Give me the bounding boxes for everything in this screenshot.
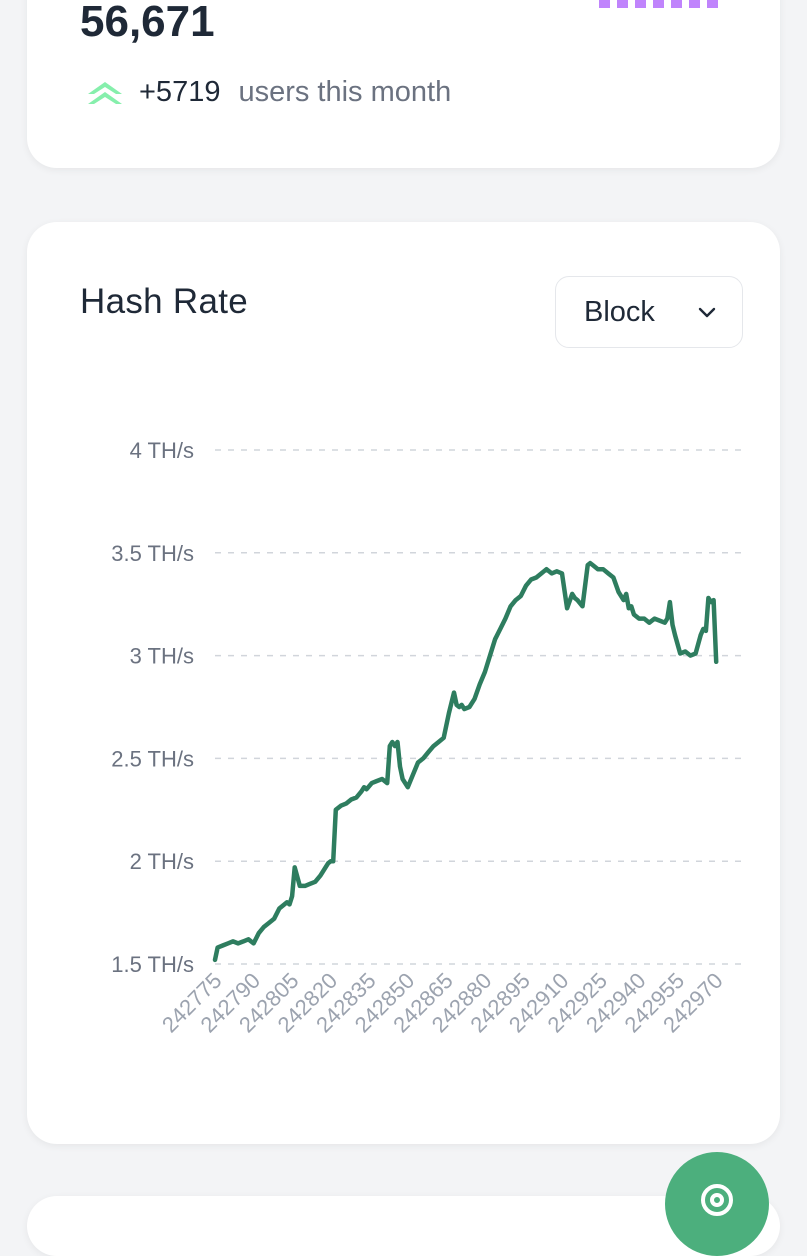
dropdown-selected-label: Block bbox=[584, 295, 655, 328]
user-count-value: 56,671 bbox=[80, 0, 215, 46]
user-delta-label: users this month bbox=[238, 75, 452, 108]
mini-bar bbox=[689, 0, 700, 8]
chevron-down-icon bbox=[698, 307, 716, 318]
mini-bar bbox=[617, 0, 628, 8]
mini-bar bbox=[653, 0, 664, 8]
mini-bar bbox=[671, 0, 682, 8]
hash-rate-card: Hash Rate Block 1.5 TH/s 2 TH/s 2.5 TH/s 3 … bbox=[27, 222, 780, 1144]
mini-bar-chart bbox=[599, 0, 718, 8]
block-dropdown[interactable]: Block bbox=[555, 276, 743, 348]
y-tick-label: 2.5 TH/s bbox=[111, 746, 194, 771]
mini-bar bbox=[635, 0, 646, 8]
hash-rate-chart: 1.5 TH/s 2 TH/s 2.5 TH/s 3 TH/s 3.5 TH/s 4 TH… bbox=[111, 438, 747, 1037]
mini-bar bbox=[707, 0, 718, 8]
mini-bar bbox=[599, 0, 610, 8]
card-title: Hash Rate bbox=[80, 282, 249, 321]
y-tick-label: 2 TH/s bbox=[130, 849, 194, 874]
help-icon bbox=[701, 1184, 733, 1216]
y-tick-label: 3.5 TH/s bbox=[111, 541, 194, 566]
help-button[interactable] bbox=[665, 1152, 769, 1256]
y-tick-label: 1.5 TH/s bbox=[111, 952, 194, 977]
y-tick-label: 3 TH/s bbox=[130, 644, 194, 669]
chevron-double-up-icon bbox=[88, 82, 122, 104]
trend-row: +5719 users this month bbox=[85, 72, 451, 112]
user-delta: +5719 bbox=[139, 75, 221, 108]
series-line-hash-rate bbox=[212, 560, 719, 963]
users-card: 56,671 +5719 users this month bbox=[27, 0, 780, 168]
y-tick-label: 4 TH/s bbox=[130, 438, 194, 463]
